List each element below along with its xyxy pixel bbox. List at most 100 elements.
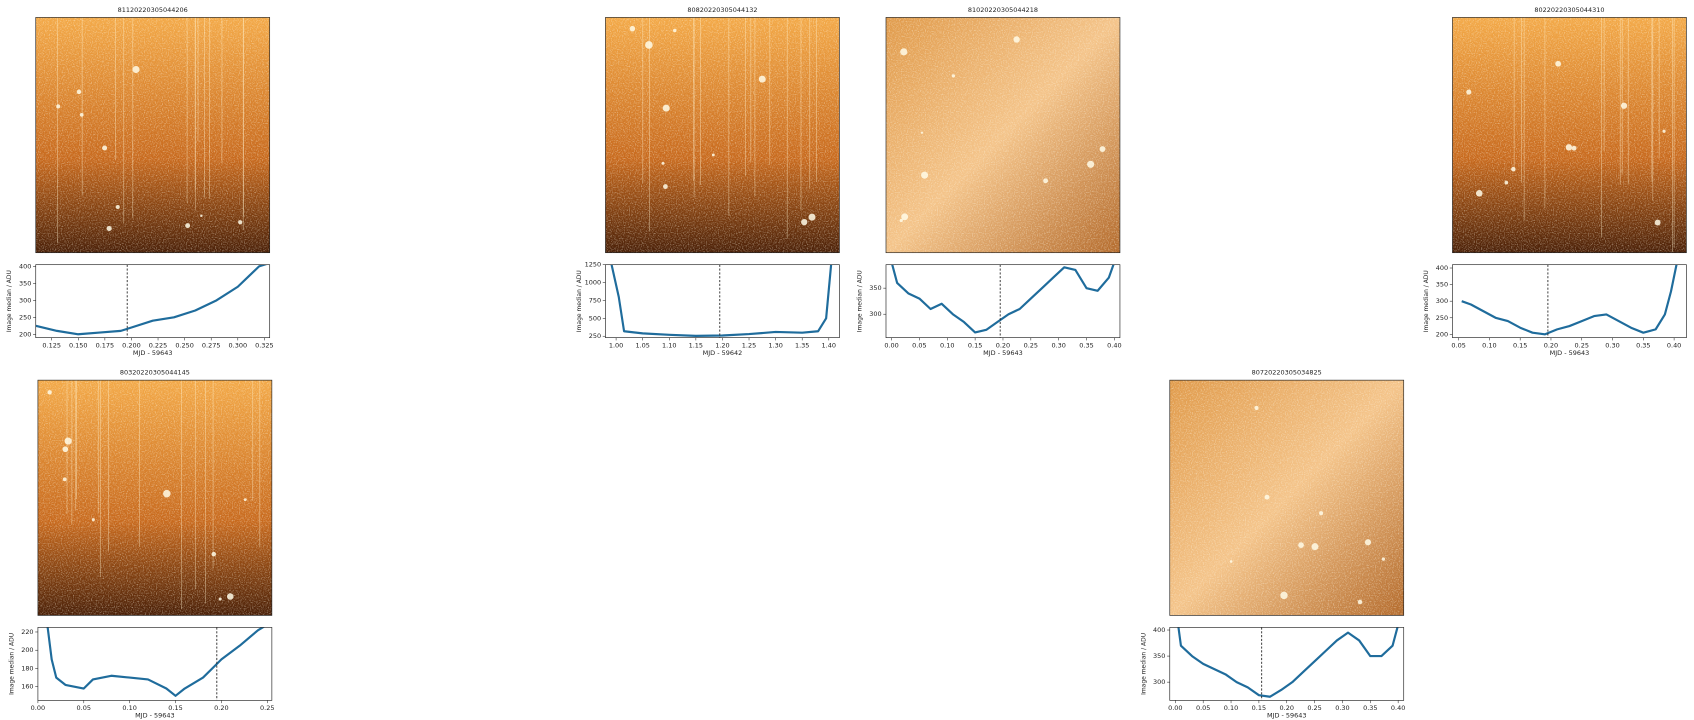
image-star <box>1504 180 1509 185</box>
y-tick-label: 300 <box>1436 297 1448 305</box>
image-noise <box>35 17 270 253</box>
image-noise <box>1452 17 1687 253</box>
y-tick-label: 220 <box>21 628 33 636</box>
image-star <box>1654 219 1661 226</box>
x-tick-label: 0.325 <box>255 341 274 349</box>
x-tick-label: 0.10 <box>122 704 136 712</box>
image-star <box>115 205 120 210</box>
plot-area <box>891 264 1115 338</box>
image-frame <box>37 379 273 616</box>
x-tick-label: 0.35 <box>1636 341 1650 349</box>
image-star <box>226 593 234 600</box>
x-tick-label: 0.10 <box>1224 704 1238 712</box>
y-tick-label: 1250 <box>585 261 602 269</box>
image-star <box>900 48 908 56</box>
image-star <box>243 498 247 502</box>
x-tick-label: 0.275 <box>202 341 221 349</box>
y-tick-label: 350 <box>1153 652 1165 660</box>
x-tick-label: 0.20 <box>1544 341 1558 349</box>
image-star <box>1662 129 1666 133</box>
x-tick-label: 0.35 <box>1363 704 1377 712</box>
image-title: 80720220305034825 <box>1252 369 1322 377</box>
x-tick-label: 1.40 <box>822 341 836 349</box>
y-tick-label: 350 <box>1436 281 1448 289</box>
x-tick-label: 0.25 <box>260 704 274 712</box>
y-tick-label: 250 <box>589 332 601 340</box>
image-star <box>79 113 84 117</box>
x-tick-label: 1.30 <box>768 341 782 349</box>
image-star <box>163 489 171 498</box>
image-star <box>899 218 903 223</box>
plot-frame <box>885 264 1121 338</box>
image-star <box>663 184 668 189</box>
y-tick-label: 400 <box>1436 264 1448 272</box>
image-title: 80820220305044132 <box>687 6 757 14</box>
x-tick-label: 0.40 <box>1107 341 1121 349</box>
image-star <box>1565 144 1573 151</box>
plot-frame <box>1169 627 1405 701</box>
x-tick-label: 0.00 <box>31 704 45 712</box>
median-line <box>1461 264 1678 336</box>
x-axis-label: MJD - 59643 <box>983 349 1023 357</box>
image-title: 80220220305044310 <box>1534 6 1604 14</box>
y-tick-label: 500 <box>589 314 601 322</box>
image-star <box>1264 494 1270 500</box>
x-tick-label: 1.35 <box>795 341 809 349</box>
image-star <box>1087 160 1095 168</box>
x-tick-label: 1.00 <box>609 341 623 349</box>
x-tick-label: 0.05 <box>1451 341 1465 349</box>
median-line <box>35 264 268 336</box>
image-star <box>132 65 140 74</box>
image-star <box>200 214 203 217</box>
x-tick-label: 0.30 <box>1335 704 1349 712</box>
image-star <box>1620 102 1628 109</box>
image-star <box>901 213 909 221</box>
image-star <box>185 223 191 229</box>
y-tick-label: 300 <box>869 310 881 318</box>
y-axis-label: Image median / ADU <box>8 633 15 695</box>
y-axis-label: Image median / ADU <box>6 270 13 332</box>
plot-frame <box>1452 264 1687 338</box>
image-star <box>920 131 924 134</box>
image-noise <box>605 17 840 253</box>
y-tick-label: 300 <box>19 296 31 304</box>
plot-frame <box>35 264 271 338</box>
y-tick-label: 250 <box>1436 314 1448 322</box>
image-title: 81020220305044218 <box>968 6 1038 14</box>
y-axis-label: Image median / ADU <box>857 270 864 332</box>
image-frame <box>605 17 840 254</box>
image-star <box>1319 511 1324 516</box>
x-tick-label: 0.10 <box>1482 341 1496 349</box>
image-star <box>47 390 52 395</box>
x-tick-label: 1.25 <box>742 341 756 349</box>
image-star <box>921 171 929 179</box>
x-tick-label: 0.30 <box>1051 341 1065 349</box>
y-axis-label: Image median / ADU <box>1423 270 1430 332</box>
image-star <box>758 75 766 83</box>
image-star <box>808 213 816 221</box>
image-star <box>1254 405 1259 410</box>
y-tick-label: 350 <box>869 284 881 292</box>
image-star <box>56 104 61 109</box>
y-axis-label: Image median / ADU <box>576 270 583 332</box>
plot-area <box>46 627 265 701</box>
image-star <box>661 161 665 165</box>
image-star <box>1013 36 1020 43</box>
y-tick-label: 400 <box>19 262 31 270</box>
image-star <box>673 28 677 33</box>
median-line <box>46 627 265 697</box>
y-tick-label: 180 <box>21 664 33 672</box>
image-star <box>1364 539 1372 546</box>
x-tick-label: 0.05 <box>77 704 91 712</box>
y-axis-label: Image median / ADU <box>1140 633 1147 695</box>
y-tick-label: 250 <box>19 313 31 321</box>
image-star <box>951 74 955 78</box>
image-star <box>76 89 82 95</box>
y-tick-label: 300 <box>1153 678 1165 686</box>
x-tick-label: 0.30 <box>1605 341 1619 349</box>
x-tick-label: 0.200 <box>122 341 141 349</box>
y-tick-label: 200 <box>19 330 31 338</box>
x-tick-label: 0.25 <box>1307 704 1321 712</box>
x-tick-label: 0.15 <box>1513 341 1527 349</box>
